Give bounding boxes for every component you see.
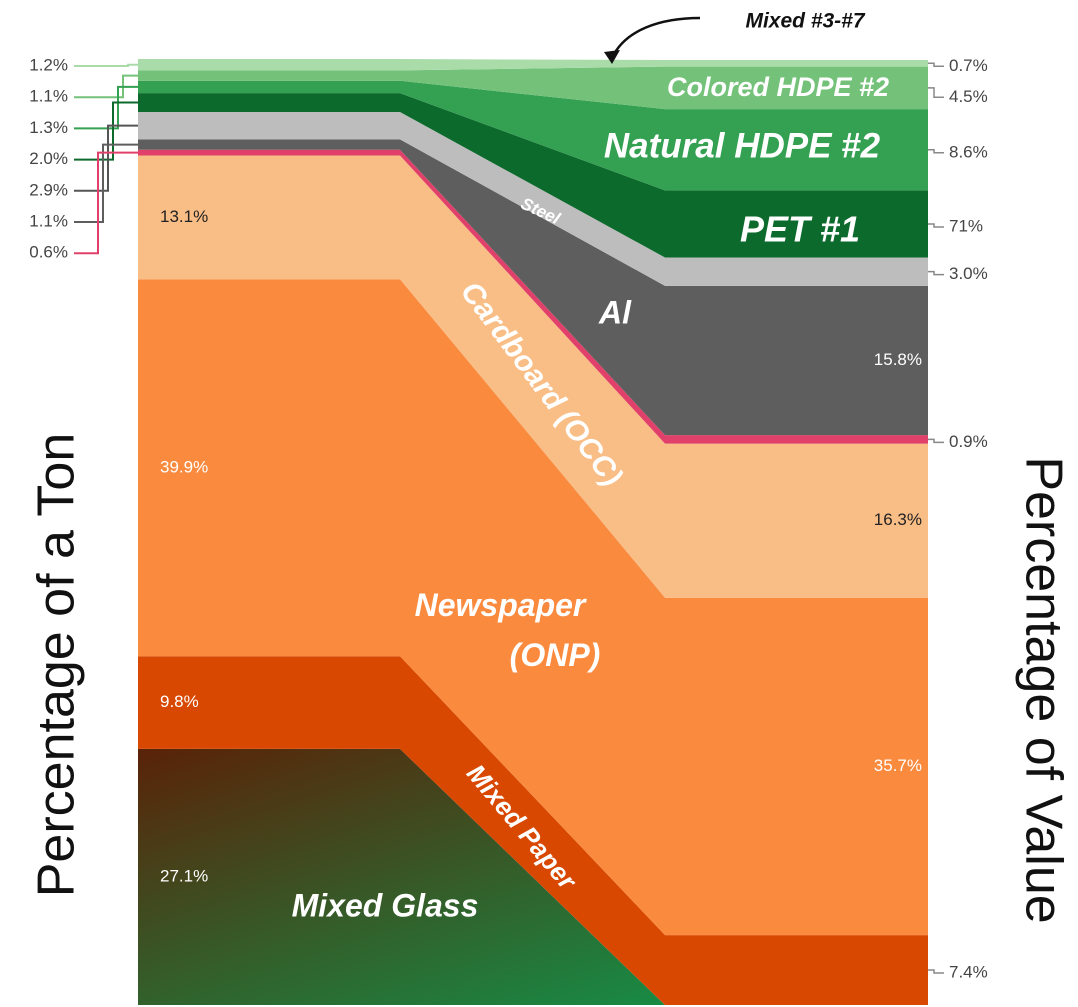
leader-line — [928, 270, 944, 276]
leader-line — [928, 62, 944, 68]
value-label: 1.1% — [29, 211, 68, 230]
series-name: Newspaper (ONP) — [415, 587, 601, 673]
segment — [138, 149, 928, 444]
segment — [138, 80, 928, 191]
value-label: 71% — [949, 216, 983, 235]
series-name: PET #1 — [740, 209, 860, 250]
series-name: Natural HDPE #2 — [604, 126, 881, 165]
leader-line — [928, 149, 944, 154]
series-name: Colored HDPE #2 — [667, 72, 889, 102]
value-label: 3.0% — [949, 264, 988, 283]
value-label: 1.3% — [29, 118, 68, 137]
series-name: Mixed Glass — [292, 887, 479, 923]
segment — [138, 59, 928, 71]
arrow-head — [604, 50, 620, 64]
value-label: 0.7% — [949, 56, 988, 75]
annotation-arrow — [610, 16, 701, 59]
segment — [138, 748, 928, 1005]
segment — [138, 66, 928, 110]
value-label: 1.1% — [29, 87, 68, 106]
value-label: 13.1% — [160, 207, 208, 226]
segment — [138, 656, 928, 1005]
value-label: 8.6% — [949, 142, 988, 161]
value-label: 9.8% — [160, 692, 199, 711]
value-label: 7.4% — [949, 963, 988, 982]
value-label: 2.9% — [29, 180, 68, 199]
leader-line — [74, 85, 138, 130]
series-name: Mixed #3-#7 — [745, 10, 865, 33]
leader-line — [928, 223, 944, 228]
value-label: 2.0% — [29, 149, 68, 168]
segment — [138, 155, 928, 598]
value-label: 35.7% — [874, 756, 922, 775]
leader-line — [74, 124, 138, 192]
value-label: 15.8% — [874, 350, 922, 369]
segment — [138, 111, 928, 286]
value-label: 16.3% — [874, 510, 922, 529]
leader-line — [74, 101, 138, 161]
leader-line — [74, 143, 138, 223]
right-axis-title: Percentage of Value — [1014, 456, 1072, 923]
value-label: 39.9% — [160, 457, 208, 476]
value-label: 4.5% — [949, 87, 988, 106]
value-label: 0.9% — [949, 432, 988, 451]
leader-line — [928, 969, 944, 974]
leader-line — [74, 63, 138, 67]
leader-line — [928, 87, 944, 99]
left-axis-title: Percentage of a Ton — [28, 433, 86, 898]
segment — [138, 93, 928, 258]
value-label: 27.1% — [160, 866, 208, 885]
areas — [138, 59, 928, 1005]
leader-line — [928, 438, 944, 444]
value-label: 0.6% — [29, 243, 68, 262]
series-name: Al — [598, 294, 632, 330]
segment — [138, 279, 928, 936]
leader-line — [74, 151, 138, 255]
value-label: 1.2% — [29, 55, 68, 74]
segment — [138, 139, 928, 436]
